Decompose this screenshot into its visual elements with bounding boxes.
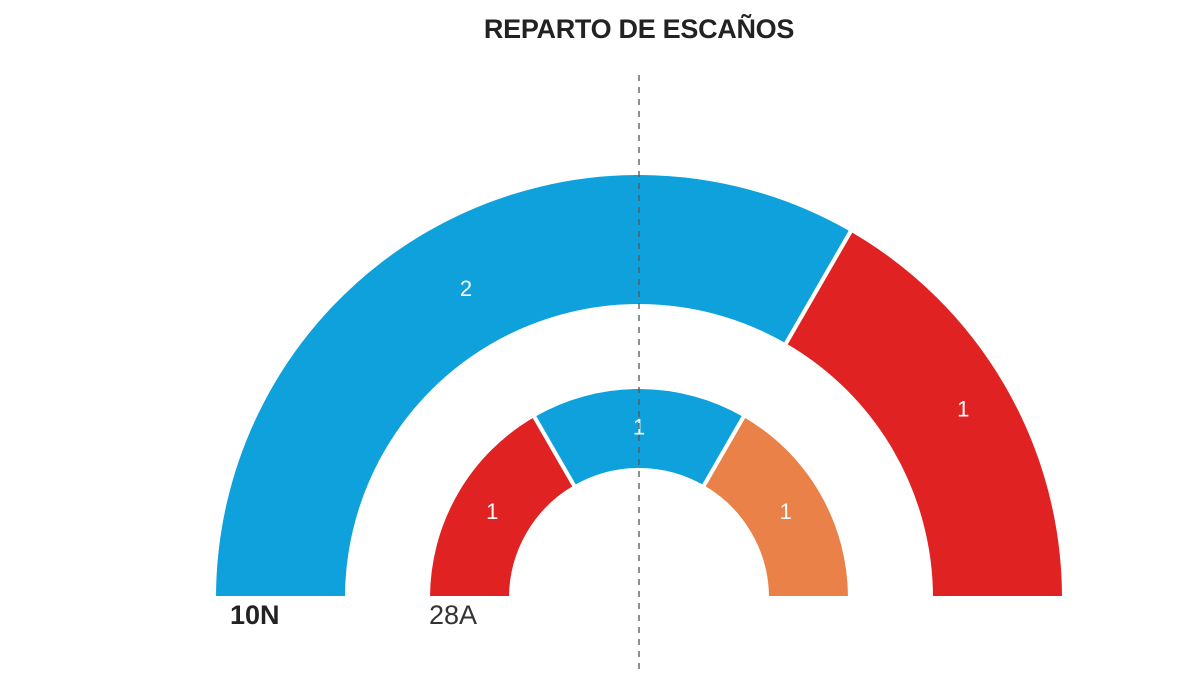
seat-count-label: 1 xyxy=(780,499,792,524)
seat-count-label: 2 xyxy=(460,276,472,301)
outer-ring-10n: 21 xyxy=(211,171,1067,600)
inner-ring-label: 28A xyxy=(429,600,478,630)
segment-inner-orange xyxy=(700,412,853,600)
outer-ring-label: 10N xyxy=(230,600,280,630)
seat-count-label: 1 xyxy=(486,499,498,524)
segment-outer-red xyxy=(782,227,1067,600)
inner-ring-28a: 111 xyxy=(425,385,853,600)
segment-outer-blue xyxy=(211,171,855,600)
chart-title: REPARTO DE ESCAÑOS xyxy=(483,14,795,44)
seat-count-label: 1 xyxy=(957,397,969,422)
